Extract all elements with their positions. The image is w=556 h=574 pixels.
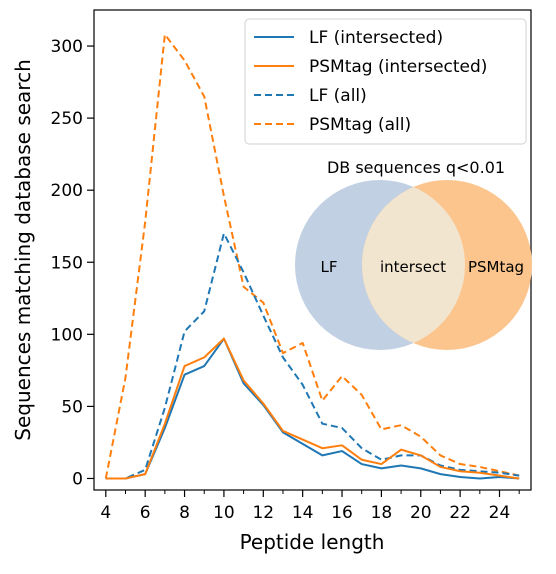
y-axis-label: Sequences matching database search: [11, 59, 35, 440]
venn-overlap: [362, 180, 465, 350]
x-axis-label: Peptide length: [240, 530, 385, 554]
y-tick-label: 300: [51, 37, 83, 57]
venn-title: DB sequences q<0.01: [327, 158, 505, 177]
x-tick-label: 12: [252, 503, 274, 523]
venn-label-intersect: intersect: [380, 258, 446, 276]
legend-label: PSMtag (all): [309, 115, 411, 135]
y-tick-label: 0: [72, 469, 83, 489]
x-tick-label: 16: [331, 503, 353, 523]
x-tick-label: 14: [292, 503, 314, 523]
legend-label: LF (intersected): [309, 28, 443, 48]
series-layer: [104, 33, 520, 480]
x-tick-label: 20: [410, 503, 432, 523]
y-tick-label: 100: [51, 325, 83, 345]
x-tick-label: 24: [489, 503, 511, 523]
x-axis: 4 6 8 10 12 14 16 18 20 22 24: [100, 490, 520, 523]
y-tick-label: 250: [51, 109, 83, 129]
x-tick-label: 4: [100, 503, 111, 523]
legend-box: [244, 18, 527, 145]
legend-label: LF (all): [309, 86, 367, 106]
x-tick-label: 18: [371, 503, 393, 523]
y-tick-label: 200: [51, 181, 83, 201]
series-line-psmtag-all: [104, 33, 520, 479]
y-tick-label: 50: [61, 397, 83, 417]
x-tick-label: 22: [449, 503, 471, 523]
x-tick-label: 8: [179, 503, 190, 523]
legend-items: LF (intersected) PSMtag (intersected) LF (…: [254, 28, 487, 135]
y-axis: 0 50 100 150 200 250 300: [51, 37, 94, 489]
plot-frame: [93, 9, 532, 491]
legend-label: PSMtag (intersected): [309, 57, 487, 77]
x-tick-label: 10: [213, 503, 235, 523]
series-line-psmtag-intersected: [105, 337, 520, 480]
series-line-lf-all: [105, 232, 520, 480]
venn-label-lf: LF: [321, 258, 338, 276]
legend: LF (intersected) PSMtag (intersected) LF (…: [244, 18, 527, 145]
x-tick-label: 6: [140, 503, 151, 523]
venn-inset: DB sequences q<0.01 LF intersect PSMtag: [295, 158, 532, 350]
y-tick-label: 150: [51, 253, 83, 273]
series-line-lf-intersected: [105, 337, 520, 480]
venn-label-psmtag: PSMtag: [468, 258, 524, 276]
